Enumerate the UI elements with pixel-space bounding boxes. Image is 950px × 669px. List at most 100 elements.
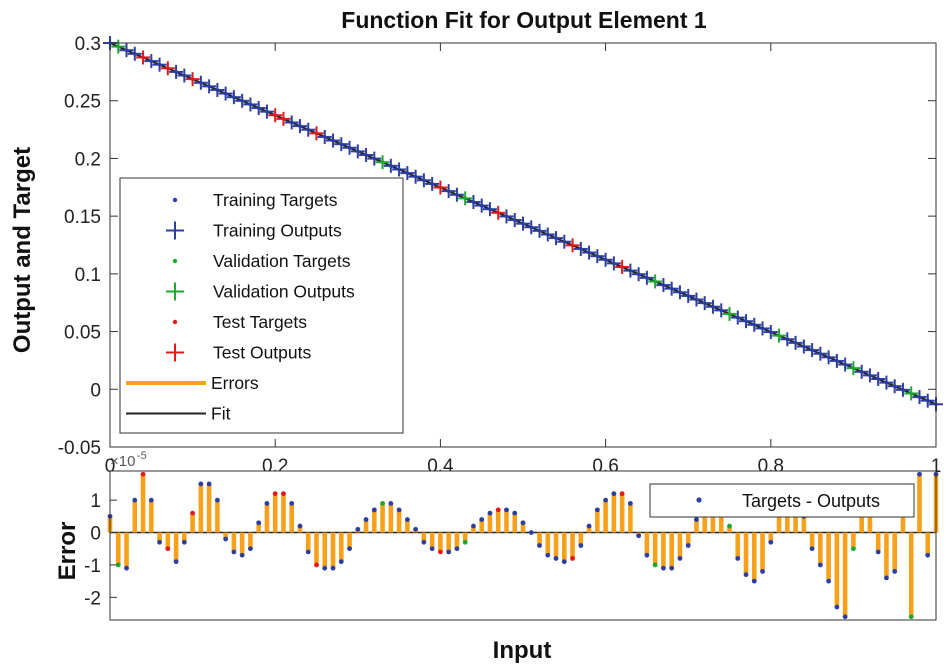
error-dot	[586, 523, 592, 529]
error-dot	[380, 500, 385, 506]
training-target-marker	[504, 214, 509, 219]
legend-entries: Training Targets Training Outputs Validati…	[126, 190, 355, 424]
training-target-marker	[298, 124, 302, 128]
error-stem	[892, 532, 897, 572]
training-target-marker	[669, 286, 674, 291]
y-tick-label: 0.3	[75, 34, 101, 55]
training-target-marker	[215, 88, 220, 92]
error-dot	[652, 562, 658, 568]
error-dot	[817, 562, 823, 568]
error-stem	[272, 493, 278, 533]
error-dot	[851, 546, 856, 552]
error-dot	[727, 523, 732, 529]
error-dot	[528, 530, 534, 535]
validation-target-marker	[727, 312, 732, 316]
error-dot	[446, 549, 452, 555]
y-exponent-label: ×10 -5	[110, 450, 147, 470]
error-dot	[438, 549, 443, 555]
training-target-marker	[925, 398, 930, 403]
error-stem	[586, 526, 592, 533]
training-target-marker	[479, 203, 484, 208]
error-stem	[388, 503, 394, 533]
y-tick-label: 0	[90, 380, 101, 401]
error-dot	[487, 510, 493, 516]
error-stem	[322, 532, 328, 569]
validation-target-marker	[116, 44, 121, 49]
error-stem	[611, 493, 617, 533]
error-stem	[685, 532, 691, 546]
training-target-marker	[884, 380, 889, 385]
error-stem	[545, 532, 551, 556]
error-stem	[760, 532, 765, 572]
error-dot	[297, 523, 303, 529]
error-dot	[661, 565, 666, 571]
error-stem	[867, 513, 873, 533]
error-stem	[115, 532, 121, 565]
error-dot	[578, 543, 584, 548]
error-stem	[264, 503, 270, 533]
training-target-marker	[322, 135, 327, 139]
error-stem	[421, 532, 427, 543]
y-exponent-power: -5	[137, 450, 147, 462]
error-legend: Targets - Outputs	[649, 483, 915, 518]
error-stem	[776, 513, 782, 533]
error-dot	[884, 575, 889, 581]
error-stem	[908, 532, 914, 617]
training-target-marker	[818, 351, 823, 356]
error-dot	[338, 559, 344, 565]
error-stem	[479, 519, 484, 533]
error-dot	[413, 526, 419, 532]
training-target-marker	[199, 80, 203, 85]
error-dot	[561, 559, 567, 565]
training-target-marker	[372, 156, 377, 161]
error-stem	[487, 513, 493, 533]
error-y-tick-label: 1	[90, 491, 101, 512]
error-stem	[842, 532, 848, 617]
plot-frame	[109, 42, 937, 448]
error-dot	[248, 546, 253, 552]
x-tick-label: 1	[931, 456, 942, 477]
error-stem	[405, 519, 410, 533]
error-dot	[289, 500, 295, 506]
training-target-marker	[521, 221, 525, 226]
error-dot	[917, 471, 922, 477]
error-stem	[305, 532, 311, 552]
error-dot	[363, 517, 369, 522]
error-stem	[751, 532, 757, 582]
error-legend-label: Targets - Outputs	[742, 491, 880, 511]
error-dot	[760, 569, 765, 574]
error-stem	[248, 532, 253, 549]
training-target-marker	[835, 359, 839, 363]
error-dot	[124, 565, 129, 571]
training-target-marker	[488, 207, 492, 211]
y-tick-label: 0.2	[75, 149, 101, 170]
error-stem	[562, 532, 567, 562]
error-stem	[429, 532, 435, 549]
error-stem	[396, 509, 402, 533]
error-dot	[115, 562, 121, 568]
x-axis-label: Input	[493, 637, 552, 664]
error-y-tick-labels: 1 0 -1 -2	[84, 491, 117, 609]
error-legend-box	[649, 483, 915, 518]
legend-entry: Training Targets	[172, 190, 338, 210]
training-target-marker	[826, 355, 831, 360]
error-stem	[900, 503, 906, 533]
test-target-marker	[438, 185, 443, 190]
error-stem	[454, 532, 460, 549]
error-stem	[471, 526, 476, 533]
training-target-marker	[265, 109, 269, 114]
training-target-marker	[562, 239, 567, 244]
error-dot	[520, 520, 526, 526]
test-target-marker	[273, 113, 278, 118]
error-dot	[694, 517, 699, 522]
error-stem	[281, 493, 286, 533]
error-dot	[842, 614, 848, 620]
error-stem	[735, 532, 741, 559]
training-target-marker	[843, 362, 847, 367]
error-dot	[239, 552, 245, 558]
training-target-marker	[802, 344, 806, 349]
training-target-marker	[760, 326, 765, 331]
error-stem	[173, 532, 179, 562]
error-dot	[685, 543, 691, 548]
training-target-marker	[735, 315, 740, 320]
